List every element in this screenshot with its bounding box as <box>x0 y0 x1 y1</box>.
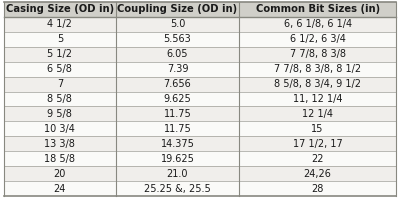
Text: 9 5/8: 9 5/8 <box>48 109 72 119</box>
Text: 20: 20 <box>54 169 66 179</box>
Text: Casing Size (OD in): Casing Size (OD in) <box>6 4 114 14</box>
Bar <box>4 181 396 196</box>
Text: 8 5/8, 8 3/4, 9 1/2: 8 5/8, 8 3/4, 9 1/2 <box>274 79 361 89</box>
Text: 5.563: 5.563 <box>164 34 191 44</box>
Text: 12 1/4: 12 1/4 <box>302 109 333 119</box>
Bar <box>4 32 396 47</box>
Bar <box>4 121 396 136</box>
Text: 4 1/2: 4 1/2 <box>48 19 72 29</box>
Text: 7: 7 <box>57 79 63 89</box>
Text: 11, 12 1/4: 11, 12 1/4 <box>293 94 342 104</box>
Text: 5.0: 5.0 <box>170 19 185 29</box>
Bar <box>4 151 396 166</box>
Text: 11.75: 11.75 <box>164 124 191 134</box>
Text: 6 5/8: 6 5/8 <box>48 64 72 74</box>
Text: 6.05: 6.05 <box>167 49 188 59</box>
Text: 7.656: 7.656 <box>164 79 191 89</box>
Text: 19.625: 19.625 <box>160 154 194 164</box>
Text: 7 7/8, 8 3/8, 8 1/2: 7 7/8, 8 3/8, 8 1/2 <box>274 64 361 74</box>
Text: 10 3/4: 10 3/4 <box>44 124 75 134</box>
Bar <box>4 2 396 17</box>
Text: 18 5/8: 18 5/8 <box>44 154 75 164</box>
Bar <box>4 166 396 181</box>
Text: 9.625: 9.625 <box>164 94 191 104</box>
Text: 21.0: 21.0 <box>167 169 188 179</box>
Text: Coupling Size (OD in): Coupling Size (OD in) <box>117 4 238 14</box>
Bar <box>4 136 396 151</box>
Text: 7 7/8, 8 3/8: 7 7/8, 8 3/8 <box>290 49 346 59</box>
Bar <box>4 47 396 62</box>
Text: 24: 24 <box>54 184 66 194</box>
Bar <box>4 91 396 107</box>
Text: 6 1/2, 6 3/4: 6 1/2, 6 3/4 <box>290 34 346 44</box>
Text: 28: 28 <box>312 184 324 194</box>
Text: 6, 6 1/8, 6 1/4: 6, 6 1/8, 6 1/4 <box>284 19 352 29</box>
Bar <box>4 107 396 121</box>
Text: 5 1/2: 5 1/2 <box>47 49 72 59</box>
Text: 15: 15 <box>312 124 324 134</box>
Text: 7.39: 7.39 <box>167 64 188 74</box>
Bar <box>4 77 396 91</box>
Text: 14.375: 14.375 <box>160 139 194 149</box>
Text: 22: 22 <box>311 154 324 164</box>
Text: 24,26: 24,26 <box>304 169 332 179</box>
Text: 5: 5 <box>57 34 63 44</box>
Text: 17 1/2, 17: 17 1/2, 17 <box>293 139 342 149</box>
Text: 25.25 &, 25.5: 25.25 &, 25.5 <box>144 184 211 194</box>
Bar <box>4 62 396 77</box>
Text: 13 3/8: 13 3/8 <box>44 139 75 149</box>
Text: Common Bit Sizes (in): Common Bit Sizes (in) <box>256 4 380 14</box>
Bar <box>4 17 396 32</box>
Text: 8 5/8: 8 5/8 <box>48 94 72 104</box>
Text: 11.75: 11.75 <box>164 109 191 119</box>
